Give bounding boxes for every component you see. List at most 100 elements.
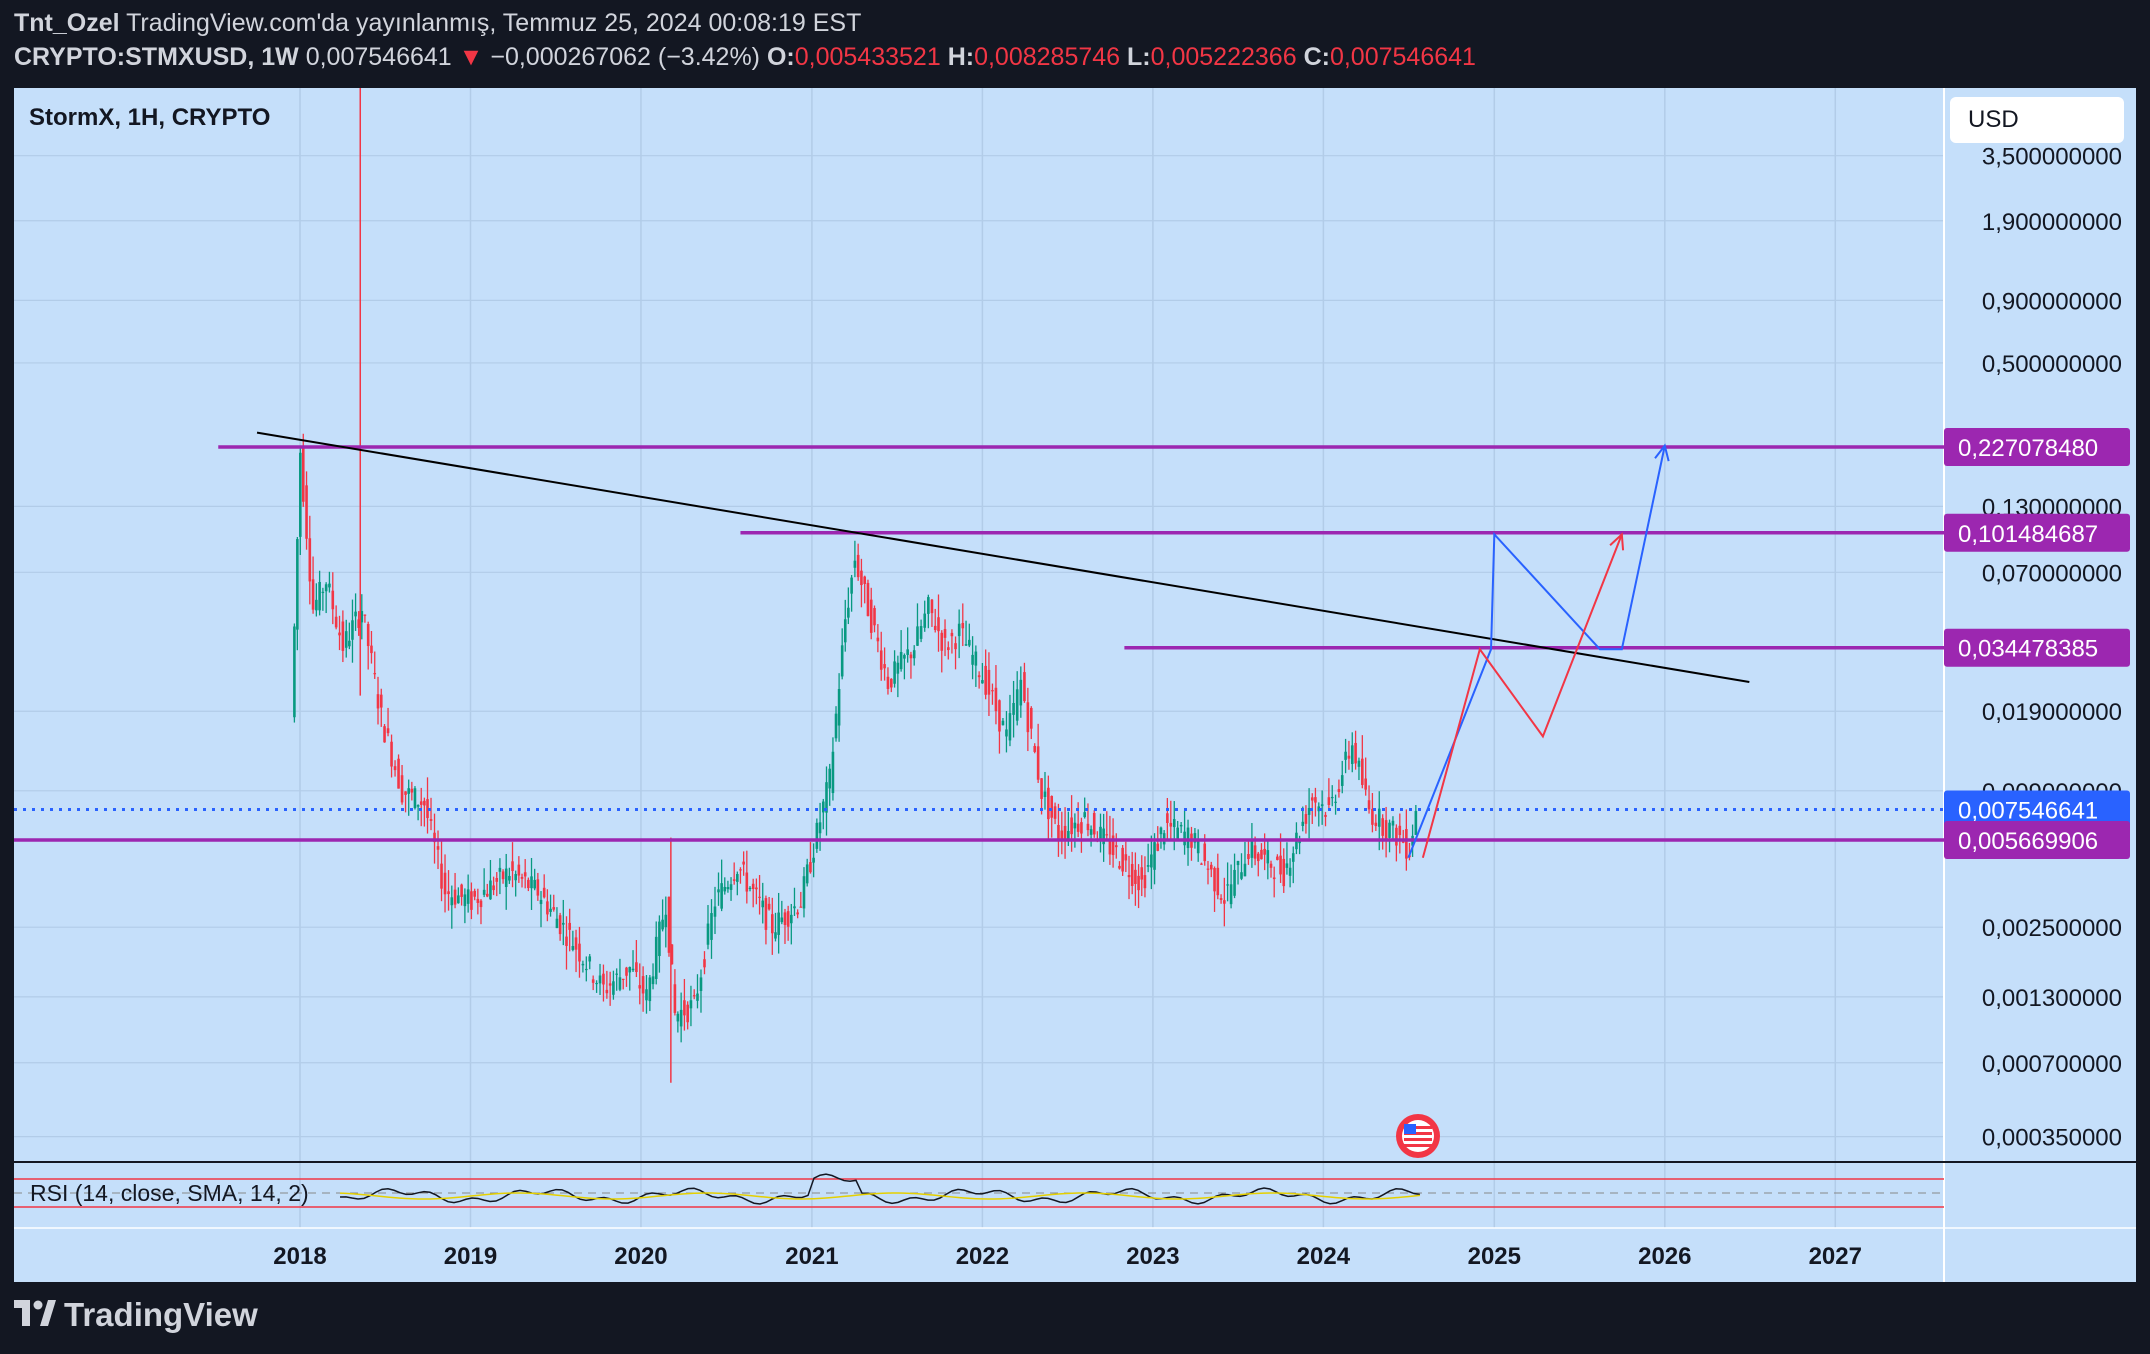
candle-body: [821, 801, 825, 813]
candle-body: [954, 643, 957, 650]
candle-body: [598, 975, 602, 984]
candle-body: [828, 768, 832, 789]
candle-body: [994, 687, 998, 712]
candle-body: [612, 981, 615, 995]
y-tick-label: 0,000350000: [1982, 1125, 2122, 1152]
candle-body: [416, 805, 420, 807]
candle-body: [847, 607, 850, 618]
x-tick-label: 2024: [1297, 1243, 1351, 1270]
candle-body: [1092, 813, 1096, 835]
candle-body: [1223, 900, 1226, 904]
chart-legend: StormX, 1H, CRYPTO: [29, 104, 271, 131]
candle-body: [1272, 877, 1276, 880]
low-value: 0,005222366: [1150, 43, 1297, 71]
candle-body: [296, 539, 299, 630]
candle-body: [1108, 839, 1112, 855]
price-label: 0,227078480: [1958, 435, 2098, 462]
candle-body: [863, 576, 866, 584]
candle-body: [1213, 868, 1216, 892]
candle-body: [625, 967, 628, 976]
candle-body: [790, 914, 793, 924]
candle-body: [565, 936, 568, 946]
tradingview-logo-icon: [14, 1296, 56, 1334]
candle-body: [1001, 720, 1005, 726]
candle-body: [1019, 679, 1023, 706]
candle-body: [638, 985, 642, 989]
candle-body: [370, 645, 373, 654]
candle-body: [933, 625, 937, 630]
candle-body: [825, 782, 828, 813]
candle-body: [602, 973, 605, 985]
candle-body: [1337, 789, 1341, 793]
candle-body: [1169, 822, 1173, 827]
candle-body: [1381, 818, 1384, 836]
candle-body: [676, 1013, 680, 1022]
candle-body: [937, 617, 940, 632]
x-tick-label: 2020: [614, 1243, 667, 1270]
candle-body: [527, 879, 530, 889]
candle-body: [1053, 806, 1057, 819]
candle-body: [812, 857, 815, 863]
candle-body: [463, 894, 467, 907]
candle-body: [1060, 830, 1064, 840]
candle-body: [883, 664, 886, 669]
candle-body: [1354, 742, 1357, 764]
candle-body: [751, 883, 755, 890]
candle-body: [1240, 872, 1243, 879]
candle-body: [971, 654, 974, 665]
currency-button[interactable]: USD: [1950, 97, 2124, 143]
candle-body: [1118, 865, 1121, 869]
candle-body: [495, 878, 499, 882]
candle-body: [654, 936, 658, 979]
projection-red-arrowhead: [1609, 532, 1625, 551]
candle-body: [460, 884, 463, 897]
candle-body: [717, 889, 720, 893]
author-name[interactable]: Tnt_Ozel: [14, 9, 120, 37]
candle-body: [1334, 801, 1337, 803]
candle-body: [726, 887, 730, 890]
candle-body: [648, 977, 652, 1002]
candle-body: [1089, 829, 1093, 835]
candle-body: [732, 879, 736, 881]
candle-body: [426, 799, 429, 819]
candle-body: [1229, 884, 1233, 905]
candle-body: [831, 751, 835, 794]
candle-body: [670, 944, 674, 965]
candle-body: [1130, 863, 1134, 887]
candle-body: [473, 890, 476, 897]
candle-body: [866, 582, 870, 617]
candle-body: [1320, 804, 1324, 807]
candle-body: [1083, 812, 1086, 818]
candle-body: [818, 822, 822, 834]
chart-header: Tnt_Ozel TradingView.com'da yayınlanmış,…: [14, 6, 1476, 74]
candle-body: [321, 591, 325, 594]
y-tick-label: 1,900000000: [1982, 209, 2122, 236]
candle-body: [429, 819, 433, 821]
candle-body: [360, 611, 364, 623]
candle-body: [489, 880, 492, 900]
candle-body: [906, 649, 909, 655]
x-tick-label: 2023: [1126, 1243, 1179, 1270]
candle-body: [1250, 840, 1254, 858]
candle-body: [710, 913, 713, 940]
candle-body: [699, 977, 703, 991]
close-value: 0,007546641: [1329, 43, 1476, 71]
us-flag-stripe: [1404, 1132, 1432, 1135]
projection-blue: [1407, 445, 1666, 859]
candle-body: [729, 884, 733, 890]
chart-area[interactable]: [14, 88, 2136, 1282]
candle-body: [562, 922, 565, 925]
candle-body: [1086, 823, 1090, 831]
candle-body: [856, 554, 860, 578]
candle-body: [696, 993, 699, 1001]
candle-body: [1206, 868, 1210, 870]
tradingview-logo[interactable]: TradingView: [14, 1296, 258, 1334]
candle-body: [893, 661, 896, 684]
candle-body: [1243, 863, 1247, 877]
candle-body: [520, 876, 524, 879]
candle-body: [1344, 751, 1347, 760]
candle-body: [404, 791, 407, 795]
price-label: 0,101484687: [1958, 521, 2098, 548]
candle-body: [635, 962, 638, 973]
